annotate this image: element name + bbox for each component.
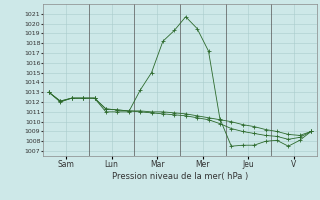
X-axis label: Pression niveau de la mer( hPa ): Pression niveau de la mer( hPa ) [112,172,248,181]
